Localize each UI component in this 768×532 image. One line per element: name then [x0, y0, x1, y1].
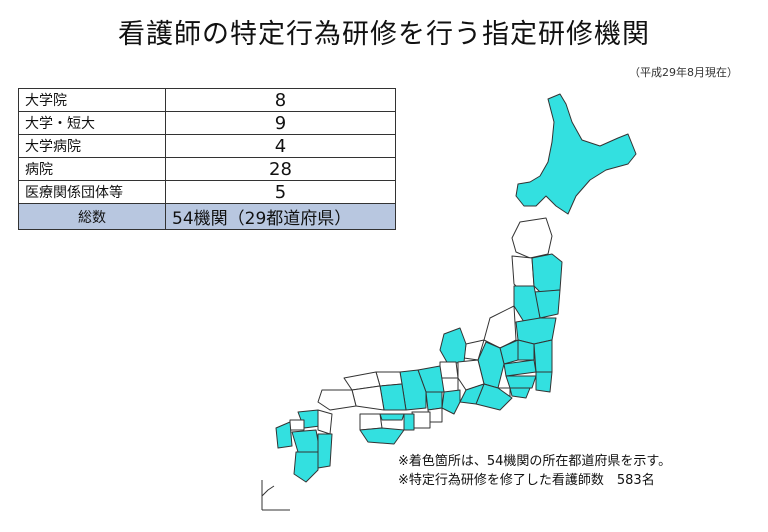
- table-row: 大学病院 4: [18, 134, 396, 158]
- total-label: 総数: [18, 203, 166, 230]
- footnotes: ※着色箇所は、54機関の所在都道府県を示す。 ※特定行為研修を修了した看護師数 …: [398, 452, 671, 490]
- row-value: 9: [165, 111, 396, 135]
- date-note: （平成29年8月現在）: [629, 66, 738, 79]
- region-kagawa: [379, 413, 405, 421]
- note-shading: ※着色箇所は、54機関の所在都道府県を示す。: [398, 454, 672, 469]
- total-value: 54機関（29都道府県）: [165, 203, 396, 230]
- region-fukui: [439, 361, 459, 379]
- region-iwate: [531, 253, 563, 293]
- region-hiroshima: [351, 385, 385, 411]
- total-row: 総数 54機関（29都道府県）: [18, 203, 396, 230]
- region-chiba: [535, 371, 553, 393]
- region-ibaraki: [533, 339, 553, 373]
- region-mie: [441, 389, 461, 415]
- table-row: 医療関係団体等 5: [18, 180, 396, 204]
- region-kanagawa: [509, 387, 531, 399]
- region-kumamoto: [291, 429, 321, 453]
- region-niigata: [483, 305, 517, 349]
- table-row: 大学・短大 9: [18, 111, 396, 135]
- region-saga: [289, 419, 305, 431]
- region-aichi: [459, 383, 485, 405]
- region-okinawa-box: [261, 480, 290, 511]
- note-completed: ※特定行為研修を修了した看護師数 583名: [398, 473, 655, 488]
- region-ehime: [359, 413, 383, 431]
- row-value: 4: [165, 134, 396, 158]
- row-label: 病院: [18, 157, 166, 181]
- region-kagoshima: [293, 451, 319, 483]
- row-value: 8: [165, 88, 396, 112]
- region-aomori: [511, 217, 553, 259]
- region-nagasaki: [275, 421, 293, 449]
- region-miyazaki: [317, 433, 333, 469]
- region-okinawa: [261, 485, 275, 497]
- table-row: 大学院 8: [18, 88, 396, 112]
- row-value: 28: [165, 157, 396, 181]
- region-kochi: [359, 427, 405, 445]
- region-tokyo: [505, 375, 537, 389]
- institution-count-table: 大学院 8 大学・短大 9 大学病院 4 病院 28 医療関係団体等 5 総数 …: [18, 88, 396, 230]
- region-okayama: [379, 383, 407, 411]
- region-tokushima: [403, 413, 415, 431]
- region-ishikawa: [439, 327, 467, 365]
- region-osaka: [425, 391, 443, 411]
- region-yamaguchi: [317, 389, 357, 411]
- region-hokkaido: [515, 93, 637, 215]
- region-tochigi: [517, 339, 535, 361]
- row-label: 大学病院: [18, 134, 166, 158]
- region-oita: [317, 409, 333, 435]
- region-wakayama: [411, 411, 431, 429]
- page-title: 看護師の特定行為研修を行う指定研修機関: [118, 19, 650, 50]
- table-row: 病院 28: [18, 157, 396, 181]
